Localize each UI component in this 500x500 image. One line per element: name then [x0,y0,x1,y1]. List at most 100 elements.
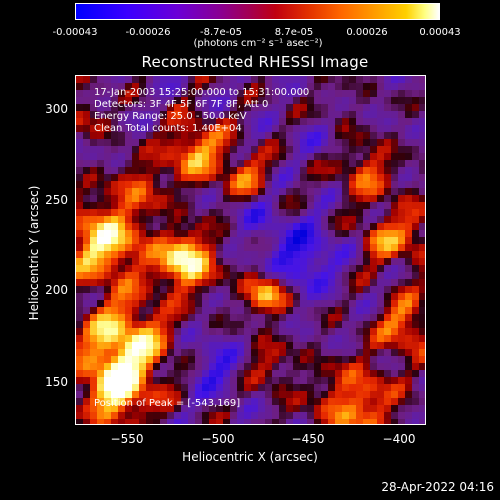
heatmap-cell [258,405,266,413]
heatmap-cell [321,118,329,126]
heatmap-cell [153,104,161,112]
heatmap-cell [244,237,252,245]
heatmap-cell [83,97,91,105]
heatmap-cell [265,223,273,231]
heatmap-cell [377,244,385,252]
heatmap-cell [363,153,371,161]
heatmap-cell [412,377,420,385]
heatmap-cell [202,167,210,175]
heatmap-cell [293,118,301,126]
heatmap-cell [188,216,196,224]
heatmap-cell [398,307,406,315]
heatmap-cell [279,258,287,266]
heatmap-cell [307,398,315,406]
heatmap-cell [153,279,161,287]
heatmap-cell [97,223,105,231]
heatmap-cell [265,111,273,119]
heatmap-cell [83,335,91,343]
heatmap-cell [286,398,294,406]
heatmap-cell [223,321,231,329]
heatmap-cell [412,286,420,294]
heatmap-cell [153,349,161,357]
heatmap-cell [195,125,203,133]
heatmap-cell [188,118,196,126]
heatmap-cell [104,167,112,175]
heatmap-cell [419,76,425,84]
heatmap-cell [342,335,350,343]
heatmap-cell [328,139,336,147]
heatmap-cell [363,335,371,343]
heatmap-cell [405,370,413,378]
heatmap-cell [216,363,224,371]
heatmap-cell [328,300,336,308]
heatmap-cell [153,272,161,280]
heatmap-cell [202,76,210,84]
heatmap-cell [258,202,266,210]
heatmap-cell [195,349,203,357]
heatmap-cell [377,335,385,343]
heatmap-cell [230,153,238,161]
heatmap-cell [314,209,322,217]
heatmap-cell [230,195,238,203]
heatmap-cell [139,146,147,154]
heatmap-cell [300,405,308,413]
heatmap-cell [335,153,343,161]
heatmap-cell [258,307,266,315]
heatmap-cell [188,335,196,343]
heatmap-cell [160,139,168,147]
heatmap-cell [202,279,210,287]
heatmap-cell [384,237,392,245]
heatmap-cell [293,307,301,315]
heatmap-cell [104,251,112,259]
heatmap-cell [405,272,413,280]
heatmap-cell [391,419,399,424]
heatmap-cell [321,251,329,259]
heatmap-cell [272,412,280,420]
heatmap-cell [300,335,308,343]
heatmap-cell [174,125,182,133]
heatmap-cell [104,160,112,168]
heatmap-cell [97,139,105,147]
heatmap-cell [272,160,280,168]
heatmap-cell [286,146,294,154]
heatmap-cell [321,237,329,245]
heatmap-cell [223,118,231,126]
heatmap-cell [181,412,189,420]
heatmap-cell [307,384,315,392]
heatmap-cell [167,349,175,357]
heatmap-cell [230,349,238,357]
heatmap-cell [188,83,196,91]
heatmap-cell [391,209,399,217]
heatmap-cell [300,328,308,336]
heatmap-cell [342,125,350,133]
heatmap-cell [76,202,84,210]
heatmap-cell [405,125,413,133]
heatmap-cell [90,328,98,336]
heatmap-cell [167,202,175,210]
heatmap-cell [251,90,259,98]
heatmap-cell [412,83,420,91]
heatmap-cell [97,258,105,266]
heatmap-cell [167,174,175,182]
heatmap-cell [125,363,133,371]
heatmap-cell [104,209,112,217]
heatmap-cell [335,181,343,189]
heatmap-cell [335,125,343,133]
heatmap-cell [251,181,259,189]
heatmap-cell [125,167,133,175]
heatmap-cell [111,307,119,315]
heatmap-cell [328,251,336,259]
heatmap-cell [321,230,329,238]
heatmap-cell [97,356,105,364]
heatmap-cell [377,230,385,238]
heatmap-cell [230,90,238,98]
heatmap-cell [419,97,425,105]
heatmap-cell [97,363,105,371]
heatmap-cell [398,377,406,385]
heatmap-cell [223,300,231,308]
heatmap-cell [286,391,294,399]
heatmap-cell [342,342,350,350]
heatmap-cell [146,300,154,308]
heatmap-cell [160,405,168,413]
heatmap-cell [328,153,336,161]
